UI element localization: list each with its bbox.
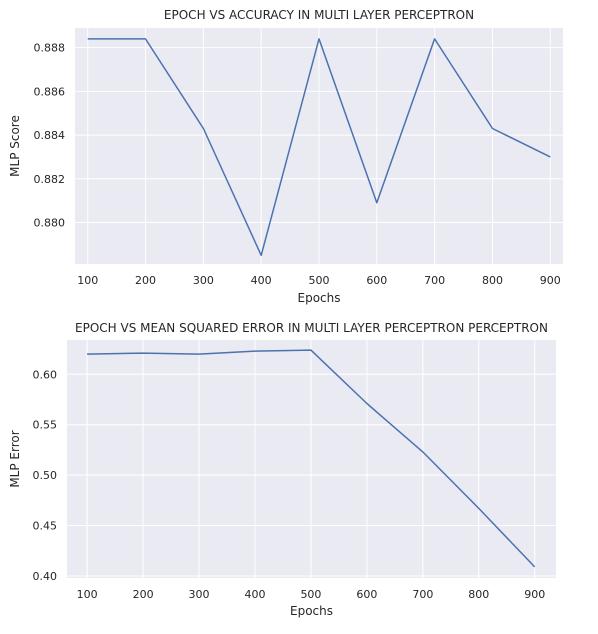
chart-title: EPOCH VS ACCURACY IN MULTI LAYER PERCEPT… xyxy=(164,8,474,22)
x-tick-label: 100 xyxy=(77,274,98,287)
y-tick-label: 0.60 xyxy=(33,368,58,381)
x-tick-label: 500 xyxy=(300,588,321,601)
y-tick-label: 0.45 xyxy=(33,520,58,533)
x-tick-label: 600 xyxy=(356,588,377,601)
x-tick-label: 600 xyxy=(366,274,387,287)
y-tick-label: 0.882 xyxy=(34,173,66,186)
y-axis-label: MLP Score xyxy=(8,115,22,177)
plot-area xyxy=(67,340,556,578)
y-axis-label: MLP Error xyxy=(8,430,22,487)
x-tick-label: 100 xyxy=(77,588,98,601)
x-tick-label: 200 xyxy=(135,274,156,287)
x-axis-label: Epochs xyxy=(290,604,333,618)
x-tick-label: 900 xyxy=(524,588,545,601)
x-tick-label: 900 xyxy=(540,274,561,287)
x-tick-label: 500 xyxy=(309,274,330,287)
x-axis-label: Epochs xyxy=(298,291,341,305)
series-line xyxy=(87,38,551,257)
x-tick-label: 400 xyxy=(244,588,265,601)
y-tick-label: 0.880 xyxy=(34,216,66,229)
chart-2: 100 200 300 400 500 600 700 800 900 0.40 0.45 0.50 0… xyxy=(8,321,556,618)
y-tick-label: 0.888 xyxy=(34,42,66,55)
y-tick-label: 0.884 xyxy=(34,129,66,142)
series-line xyxy=(87,349,536,568)
x-tick-label: 300 xyxy=(189,588,210,601)
chart-1: 100 200 300 400 500 600 700 800 900 0.880 0.882 0.8… xyxy=(8,8,563,305)
x-tick-label: 800 xyxy=(482,274,503,287)
x-tick-label: 400 xyxy=(251,274,272,287)
y-tick-label: 0.55 xyxy=(33,419,58,432)
x-tick-label: 800 xyxy=(468,588,489,601)
x-tick-label: 700 xyxy=(424,274,445,287)
x-tick-label: 700 xyxy=(412,588,433,601)
y-tick-label: 0.40 xyxy=(33,570,58,583)
x-tick-label: 300 xyxy=(193,274,214,287)
y-tick-label: 0.50 xyxy=(33,469,58,482)
chart-title: EPOCH VS MEAN SQUARED ERROR IN MULTI LAY… xyxy=(75,321,548,335)
y-tick-label: 0.886 xyxy=(34,85,66,98)
x-tick-label: 200 xyxy=(133,588,154,601)
